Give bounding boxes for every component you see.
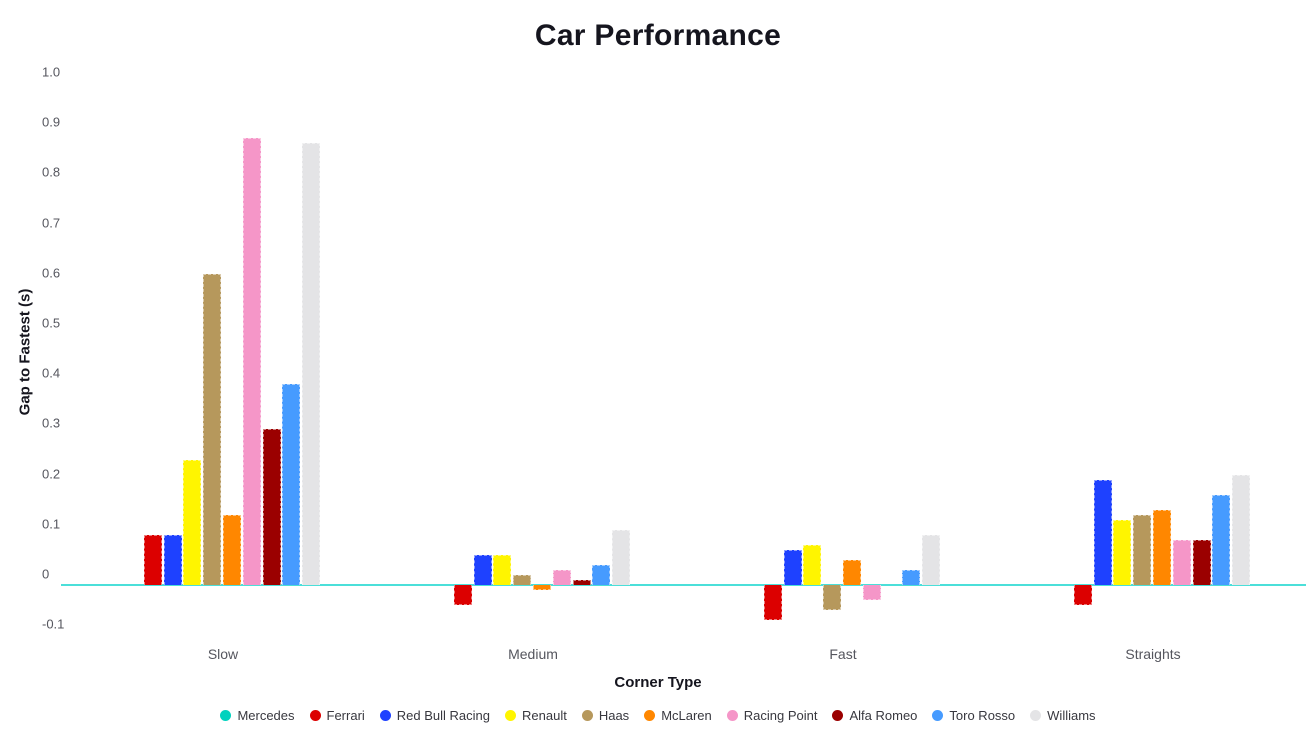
y-tick-label: 0.9 — [42, 114, 61, 130]
legend-item-red-bull-racing[interactable]: Red Bull Racing — [379, 708, 491, 723]
legend-label: Racing Point — [743, 708, 818, 723]
y-tick-label: 0.7 — [42, 215, 61, 231]
bar-red-bull-racing-straights — [1093, 479, 1112, 585]
bar-williams-fast — [922, 534, 941, 585]
ferrari-color-dot-icon — [309, 710, 321, 721]
red-bull-racing-color-dot-icon — [379, 710, 391, 721]
y-tick-label: 0 — [42, 566, 50, 582]
legend-item-haas[interactable]: Haas — [581, 708, 630, 723]
bar-ferrari-medium — [453, 585, 472, 606]
zero-line — [61, 584, 1306, 586]
williams-color-dot-icon — [1030, 710, 1042, 721]
bar-renault-medium — [493, 554, 512, 585]
y-tick-label: 0.4 — [42, 365, 61, 381]
toro-rosso-color-dot-icon — [932, 710, 944, 721]
bar-racing-point-slow — [242, 138, 261, 585]
legend-item-mercedes[interactable]: Mercedes — [220, 708, 295, 723]
bar-williams-slow — [302, 143, 321, 585]
legend-label: Alfa Romeo — [849, 708, 918, 723]
chart-title: Car Performance — [534, 19, 782, 52]
bar-renault-slow — [183, 459, 202, 585]
mercedes-color-dot-icon — [220, 710, 232, 721]
y-tick-label: 0.5 — [42, 315, 61, 331]
racing-point-color-dot-icon — [726, 710, 738, 721]
legend-item-mclaren[interactable]: McLaren — [644, 708, 712, 723]
bar-ferrari-slow — [143, 534, 162, 585]
legend-item-alfa-romeo[interactable]: Alfa Romeo — [832, 708, 917, 723]
bar-racing-point-fast — [862, 585, 881, 601]
x-tick-label-slow: Slow — [207, 646, 239, 662]
bar-alfa-romeo-straights — [1192, 539, 1211, 585]
y-tick-label: 0.6 — [42, 265, 61, 281]
y-tick-label: 0.8 — [42, 164, 61, 180]
renault-color-dot-icon — [505, 710, 517, 721]
bar-mclaren-fast — [843, 559, 861, 585]
bar-alfa-romeo-medium — [572, 579, 591, 585]
bar-haas-slow — [203, 273, 222, 585]
bar-alfa-romeo-slow — [262, 429, 281, 585]
haas-color-dot-icon — [581, 710, 593, 721]
x-tick-label-straights: Straights — [1125, 646, 1181, 662]
bar-racing-point-medium — [552, 569, 571, 585]
bar-mclaren-slow — [223, 514, 241, 585]
y-tick-label: 0.1 — [42, 516, 61, 532]
y-tick-label: 0.3 — [42, 415, 61, 431]
y-tick-label: 0.2 — [42, 466, 61, 482]
bar-red-bull-racing-fast — [783, 549, 802, 585]
bar-haas-medium — [513, 574, 532, 585]
bar-ferrari-fast — [763, 585, 782, 621]
legend-label: Ferrari — [326, 708, 365, 723]
bar-red-bull-racing-medium — [473, 554, 492, 585]
y-tick-label: 1.0 — [42, 64, 61, 80]
legend-label: McLaren — [661, 708, 712, 723]
legend-item-renault[interactable]: Renault — [505, 708, 567, 723]
bar-toro-rosso-fast — [902, 569, 921, 585]
alfa-romeo-color-dot-icon — [832, 710, 844, 721]
bar-williams-medium — [612, 529, 631, 585]
bar-williams-straights — [1232, 474, 1251, 585]
bar-mclaren-medium — [533, 585, 551, 591]
legend-label: Toro Rosso — [949, 708, 1016, 723]
bar-toro-rosso-straights — [1212, 494, 1231, 585]
x-axis-title: Corner Type — [614, 674, 702, 691]
legend-label: Williams — [1047, 708, 1096, 723]
legend-label: Red Bull Racing — [396, 708, 491, 723]
legend: Mercedes Ferrari Red Bull Racing Renault Haa… — [0, 708, 1316, 723]
bar-toro-rosso-slow — [282, 384, 301, 585]
bar-renault-straights — [1113, 519, 1132, 585]
bar-renault-fast — [803, 544, 822, 585]
legend-item-ferrari[interactable]: Ferrari — [309, 708, 365, 723]
bar-red-bull-racing-slow — [163, 534, 182, 585]
legend-item-williams[interactable]: Williams — [1030, 708, 1096, 723]
bar-racing-point-straights — [1172, 539, 1191, 585]
y-tick-label: -0.1 — [42, 616, 65, 632]
bar-toro-rosso-medium — [592, 564, 611, 585]
legend-item-racing-point[interactable]: Racing Point — [726, 708, 818, 723]
x-tick-label-medium: Medium — [508, 646, 558, 662]
legend-item-toro-rosso[interactable]: Toro Rosso — [932, 708, 1015, 723]
bar-mclaren-straights — [1153, 509, 1171, 585]
legend-label: Mercedes — [237, 708, 295, 723]
mclaren-color-dot-icon — [644, 710, 656, 721]
bar-ferrari-straights — [1073, 585, 1092, 606]
bar-haas-straights — [1133, 514, 1152, 585]
bar-haas-fast — [823, 585, 842, 611]
legend-label: Haas — [598, 708, 630, 723]
x-tick-label-fast: Fast — [829, 646, 857, 662]
legend-label: Renault — [522, 708, 567, 723]
